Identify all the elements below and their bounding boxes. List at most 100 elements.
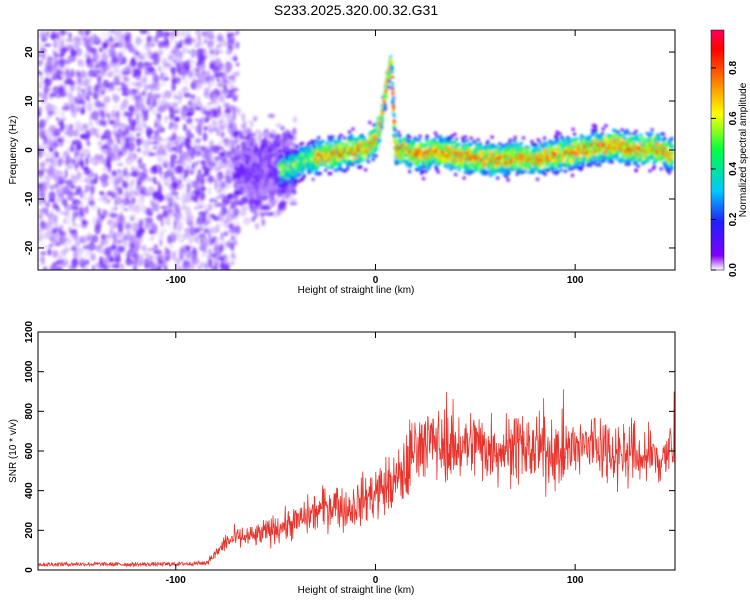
spectrogram-speckle [197,265,202,270]
spectrogram-speckle [38,188,45,198]
spectrogram-speckle [73,96,79,105]
spectrogram-speckle [91,264,96,270]
spectrogram-speckle [54,151,60,159]
spectrogram-speckle [135,81,142,87]
spectrogram-ridge-cell [337,141,341,145]
spectrogram-speckle [211,119,217,128]
spectrogram-speckle [190,94,196,99]
spectrogram-speckle [231,72,238,78]
spectrogram-speckle [123,171,132,178]
spectrogram-speckle [63,243,67,248]
spectrogram-speckle [156,30,164,38]
spectrogram-speckle [129,215,137,221]
spectrogram-speckle [196,199,205,208]
spectrogram-speckle [94,100,102,108]
spectrogram-speckle [47,248,52,256]
spectrogram-speckle [250,216,256,222]
spectrogram-speckle [106,219,113,226]
spectrogram-ridge-cell [347,130,352,134]
spectrogram-speckle [190,48,197,59]
spectrogram-speckle [112,169,117,176]
spectrogram-speckle [113,93,120,104]
spectrogram-speckle [260,189,267,195]
spectrogram-speckle [169,211,175,216]
spectrogram-speckle [172,30,178,38]
spectrogram-speckle [67,165,73,170]
spectrogram-speckle [215,129,221,136]
spectrogram-speckle [53,59,61,65]
spectrogram-speckle [187,70,194,78]
spectrogram-speckle [192,257,200,265]
spectrogram-speckle [111,129,117,136]
spectrogram-speckle [145,76,150,86]
spectrogram-speckle [233,207,240,216]
spectrogram-speckle [87,141,91,147]
spectrogram-speckle [171,191,179,196]
spectrogram-speckle [152,146,157,150]
spectrogram-speckle [220,72,228,82]
spectrogram-speckle [164,216,171,226]
spectrogram-speckle [154,117,162,124]
spectrogram-speckle [40,100,46,107]
spectrogram-ridge-cell [457,142,462,147]
spectrogram-speckle [38,59,44,65]
spectrogram-speckle [216,35,222,43]
spectrogram-speckle [207,248,212,254]
spectrogram-speckle [185,138,190,143]
spectrogram-speckle [203,249,208,254]
spectrogram-speckle [43,67,50,74]
spectrogram-ridge-cell [387,79,392,83]
spectrogram-speckle [146,45,151,51]
spectrogram-speckle [160,71,164,79]
spectrogram-ridge-cell [316,136,321,140]
spectrogram-speckle [227,223,235,228]
spectrogram-speckle [173,93,178,101]
spectrogram-ridge-cell [490,135,494,139]
spectrogram-speckle [111,56,119,64]
spectrogram-speckle [169,158,175,168]
spectrogram-speckle [121,92,129,96]
spectrogram-speckle [166,197,175,203]
spectrogram-speckle [64,123,68,131]
spectrogram-speckle [88,177,92,182]
spectrogram-speckle [163,171,170,179]
spectrogram-ridge-cell [351,127,355,131]
spectrogram-speckle [65,105,69,110]
spectrogram-speckle [268,166,272,172]
spectrogram-speckle [38,213,42,218]
spectrogram-speckle [234,138,242,143]
spectrogram-ridge-cell [486,139,490,144]
spectrogram-speckle [114,117,121,128]
spectrogram-speckle [100,31,107,41]
spectrogram-speckle [168,121,173,130]
spectrogram-speckle [229,204,236,211]
spectrogram-speckle [66,147,74,152]
spectrogram-speckle [176,164,184,173]
spectrogram-speckle [203,104,209,112]
spectrogram-speckle [186,146,195,156]
spectrogram-speckle [187,263,196,270]
spectrogram-speckle [253,147,259,157]
spectrogram-speckle [216,44,220,49]
spectrogram-speckle [77,144,83,150]
spectrogram-speckle [282,195,288,199]
spectrogram-speckle [67,79,75,86]
spectrogram-speckle [73,78,77,83]
spectrogram-speckle [103,259,109,264]
spectrogram-speckle [74,48,83,57]
spectrogram-speckle [80,160,84,170]
spectrogram-speckle [137,262,144,267]
spectrogram-speckle [178,151,183,158]
spectrogram-ridge-cell [454,137,459,141]
spectrogram-speckle [44,153,52,158]
spectrogram-speckle [192,139,201,147]
spectrogram-speckle [267,155,271,164]
spectrogram-speckle [148,152,156,157]
spectrogram-speckle [233,148,242,157]
spectrogram-speckle [55,69,62,80]
spectrogram-speckle [119,203,125,211]
spectrogram-speckle [106,199,111,205]
spectrogram-speckle [84,30,91,35]
spectrogram-speckle [150,53,157,61]
spectrogram-speckle [62,219,67,224]
